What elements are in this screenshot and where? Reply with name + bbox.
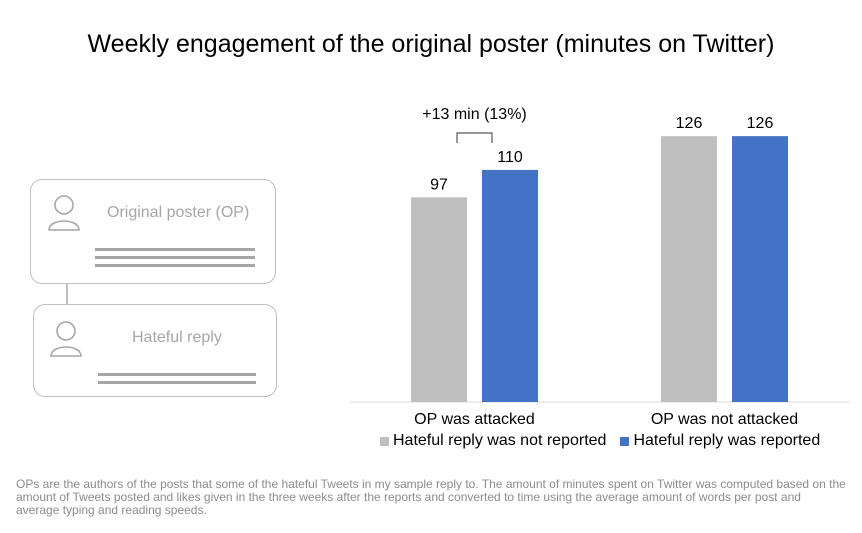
- op-text-line: [95, 256, 255, 259]
- bar: [482, 169, 538, 402]
- annotation-label: +13 min (13%): [422, 106, 527, 123]
- op-text-line: [95, 248, 255, 251]
- bar: [411, 197, 467, 402]
- bar: [732, 136, 788, 402]
- chart-title: Weekly engagement of the original poster…: [87, 30, 775, 58]
- legend-swatch-not-reported: [380, 436, 389, 446]
- reply-text-line: [98, 373, 256, 376]
- op-text-line: [95, 264, 255, 267]
- user-avatar-icon: [50, 321, 82, 357]
- legend-label-not-reported: Hateful reply was not reported: [393, 432, 607, 449]
- footnote: OPs are the authors of the posts that so…: [16, 477, 846, 517]
- user-avatar-icon: [48, 195, 80, 231]
- bar-data-label: 97: [430, 176, 448, 193]
- bar-data-label: 110: [497, 149, 523, 166]
- op-card-label: Original poster (OP): [107, 204, 250, 221]
- reply-card-label: Hateful reply: [132, 329, 222, 346]
- legend-label-reported: Hateful reply was reported: [633, 432, 821, 449]
- chart-legend: Hateful reply was not reported Hateful r…: [380, 432, 820, 450]
- reply-card: Hateful reply: [33, 304, 277, 397]
- bar-data-label: 126: [747, 115, 774, 132]
- bar: [661, 136, 717, 402]
- reply-text-line: [98, 381, 256, 384]
- category-tick-label: OP was attacked: [414, 411, 535, 428]
- legend-item-reported: Hateful reply was reported: [620, 432, 820, 450]
- legend-item-not-reported: Hateful reply was not reported: [380, 432, 606, 450]
- legend-swatch-reported: [620, 436, 630, 446]
- category-tick-label: OP was not attacked: [651, 411, 798, 428]
- op-card: Original poster (OP): [30, 179, 276, 284]
- bar-data-label: 126: [676, 115, 703, 132]
- annotation-bracket: [456, 132, 493, 143]
